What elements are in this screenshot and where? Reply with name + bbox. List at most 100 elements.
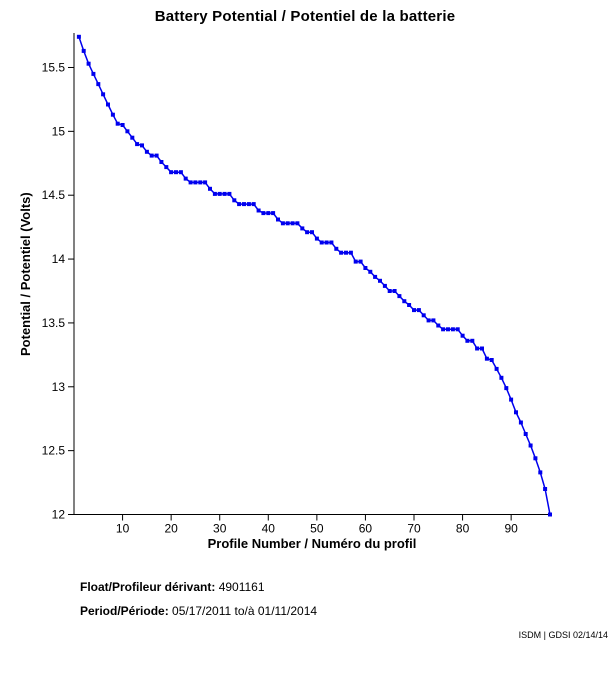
y-tick-label: 15 bbox=[52, 124, 66, 138]
x-tick-label: 70 bbox=[407, 522, 421, 536]
data-point-marker bbox=[169, 170, 174, 175]
data-point-marker bbox=[217, 191, 222, 196]
data-point-marker bbox=[387, 289, 392, 293]
data-point-marker bbox=[543, 487, 548, 491]
data-point-marker bbox=[533, 456, 538, 461]
data-point-marker bbox=[465, 338, 470, 343]
data-point-marker bbox=[198, 180, 203, 185]
data-point-marker bbox=[344, 250, 348, 255]
data-point-marker bbox=[518, 420, 523, 425]
data-point-marker bbox=[436, 323, 441, 328]
data-point-marker bbox=[358, 259, 363, 264]
credit-text: ISDM | GDSI 02/14/14 bbox=[518, 630, 608, 640]
data-point-marker bbox=[538, 470, 543, 475]
data-point-marker bbox=[319, 240, 324, 245]
data-point-marker bbox=[81, 48, 86, 53]
data-point-marker bbox=[101, 92, 106, 97]
y-tick-label: 12 bbox=[52, 508, 66, 522]
battery-potential-line bbox=[78, 36, 551, 516]
x-axis-label: Profile Number / Numéro du profil bbox=[207, 536, 417, 551]
data-point-marker bbox=[548, 512, 552, 517]
data-point-marker bbox=[484, 356, 489, 361]
data-point-marker bbox=[106, 102, 110, 107]
data-point-marker bbox=[368, 269, 373, 274]
data-point-marker bbox=[149, 153, 154, 158]
x-tick-label: 10 bbox=[116, 522, 130, 536]
data-point-marker bbox=[514, 410, 518, 415]
x-tick-label: 80 bbox=[456, 522, 470, 536]
data-point-marker bbox=[159, 160, 164, 164]
data-point-marker bbox=[348, 250, 353, 255]
period-label: Period/Période: bbox=[80, 604, 169, 618]
data-point-marker bbox=[353, 259, 358, 264]
data-point-marker bbox=[310, 230, 314, 235]
data-point-marker bbox=[285, 221, 290, 226]
data-point-marker bbox=[110, 112, 115, 117]
data-point-marker bbox=[528, 443, 533, 448]
data-point-marker bbox=[242, 202, 246, 207]
data-point-marker bbox=[441, 327, 446, 332]
data-point-marker bbox=[373, 274, 378, 279]
data-point-marker bbox=[446, 327, 450, 332]
data-point-marker bbox=[470, 338, 475, 343]
data-point-marker bbox=[208, 186, 212, 191]
data-point-marker bbox=[339, 250, 344, 255]
data-point-marker bbox=[334, 246, 339, 251]
data-point-marker bbox=[227, 191, 232, 196]
data-point-marker bbox=[91, 71, 96, 76]
x-tick-label: 90 bbox=[504, 522, 518, 536]
data-point-marker bbox=[314, 236, 319, 241]
data-point-marker bbox=[135, 142, 140, 147]
data-point-marker bbox=[329, 240, 334, 245]
data-point-marker bbox=[256, 208, 261, 213]
data-point-marker bbox=[421, 313, 426, 318]
data-point-marker bbox=[504, 386, 509, 391]
data-point-marker bbox=[280, 221, 285, 226]
data-point-marker bbox=[300, 226, 305, 231]
data-point-marker bbox=[86, 61, 91, 66]
data-point-marker bbox=[412, 308, 416, 313]
y-tick-label: 14.5 bbox=[42, 188, 66, 202]
data-point-marker bbox=[480, 346, 484, 351]
data-point-marker bbox=[174, 170, 178, 175]
data-point-marker bbox=[237, 202, 242, 207]
data-point-marker bbox=[203, 180, 208, 185]
float-id-line: Float/Profileur dérivant: 4901161 bbox=[80, 580, 265, 594]
data-point-marker bbox=[416, 308, 421, 313]
data-point-marker bbox=[499, 375, 504, 380]
data-point-marker bbox=[271, 211, 276, 216]
chart-title: Battery Potential / Potentiel de la batt… bbox=[154, 8, 456, 25]
data-point-marker bbox=[120, 123, 125, 127]
float-id-label: Float/Profileur dérivant: bbox=[80, 580, 216, 594]
y-tick-label: 13.5 bbox=[42, 316, 66, 330]
data-point-marker bbox=[130, 135, 135, 140]
data-point-marker bbox=[188, 180, 193, 185]
data-point-marker bbox=[154, 153, 159, 158]
data-point-marker bbox=[382, 283, 387, 288]
data-point-marker bbox=[222, 191, 227, 196]
data-point-marker bbox=[460, 333, 465, 338]
data-point-marker bbox=[164, 165, 169, 170]
data-point-marker bbox=[305, 230, 310, 235]
data-point-marker bbox=[426, 318, 431, 323]
data-point-marker bbox=[489, 358, 494, 362]
x-tick-label: 50 bbox=[310, 522, 324, 536]
period-line: Period/Période: 05/17/2011 to/à 01/11/20… bbox=[80, 604, 317, 618]
x-tick-label: 40 bbox=[262, 522, 276, 536]
data-point-marker bbox=[494, 366, 499, 371]
data-point-marker bbox=[76, 34, 81, 39]
x-tick-label: 30 bbox=[213, 522, 227, 536]
period-value: 05/17/2011 to/à 01/11/2014 bbox=[168, 604, 318, 618]
y-tick-label: 15.5 bbox=[42, 60, 66, 74]
data-point-marker bbox=[363, 266, 368, 270]
x-tick-label: 20 bbox=[164, 522, 178, 536]
data-point-marker bbox=[193, 180, 198, 185]
data-point-marker bbox=[96, 82, 101, 87]
data-point-marker bbox=[232, 198, 237, 203]
data-point-marker bbox=[407, 303, 412, 307]
data-point-marker bbox=[450, 327, 455, 332]
data-point-marker bbox=[251, 202, 256, 207]
data-point-marker bbox=[276, 217, 280, 222]
